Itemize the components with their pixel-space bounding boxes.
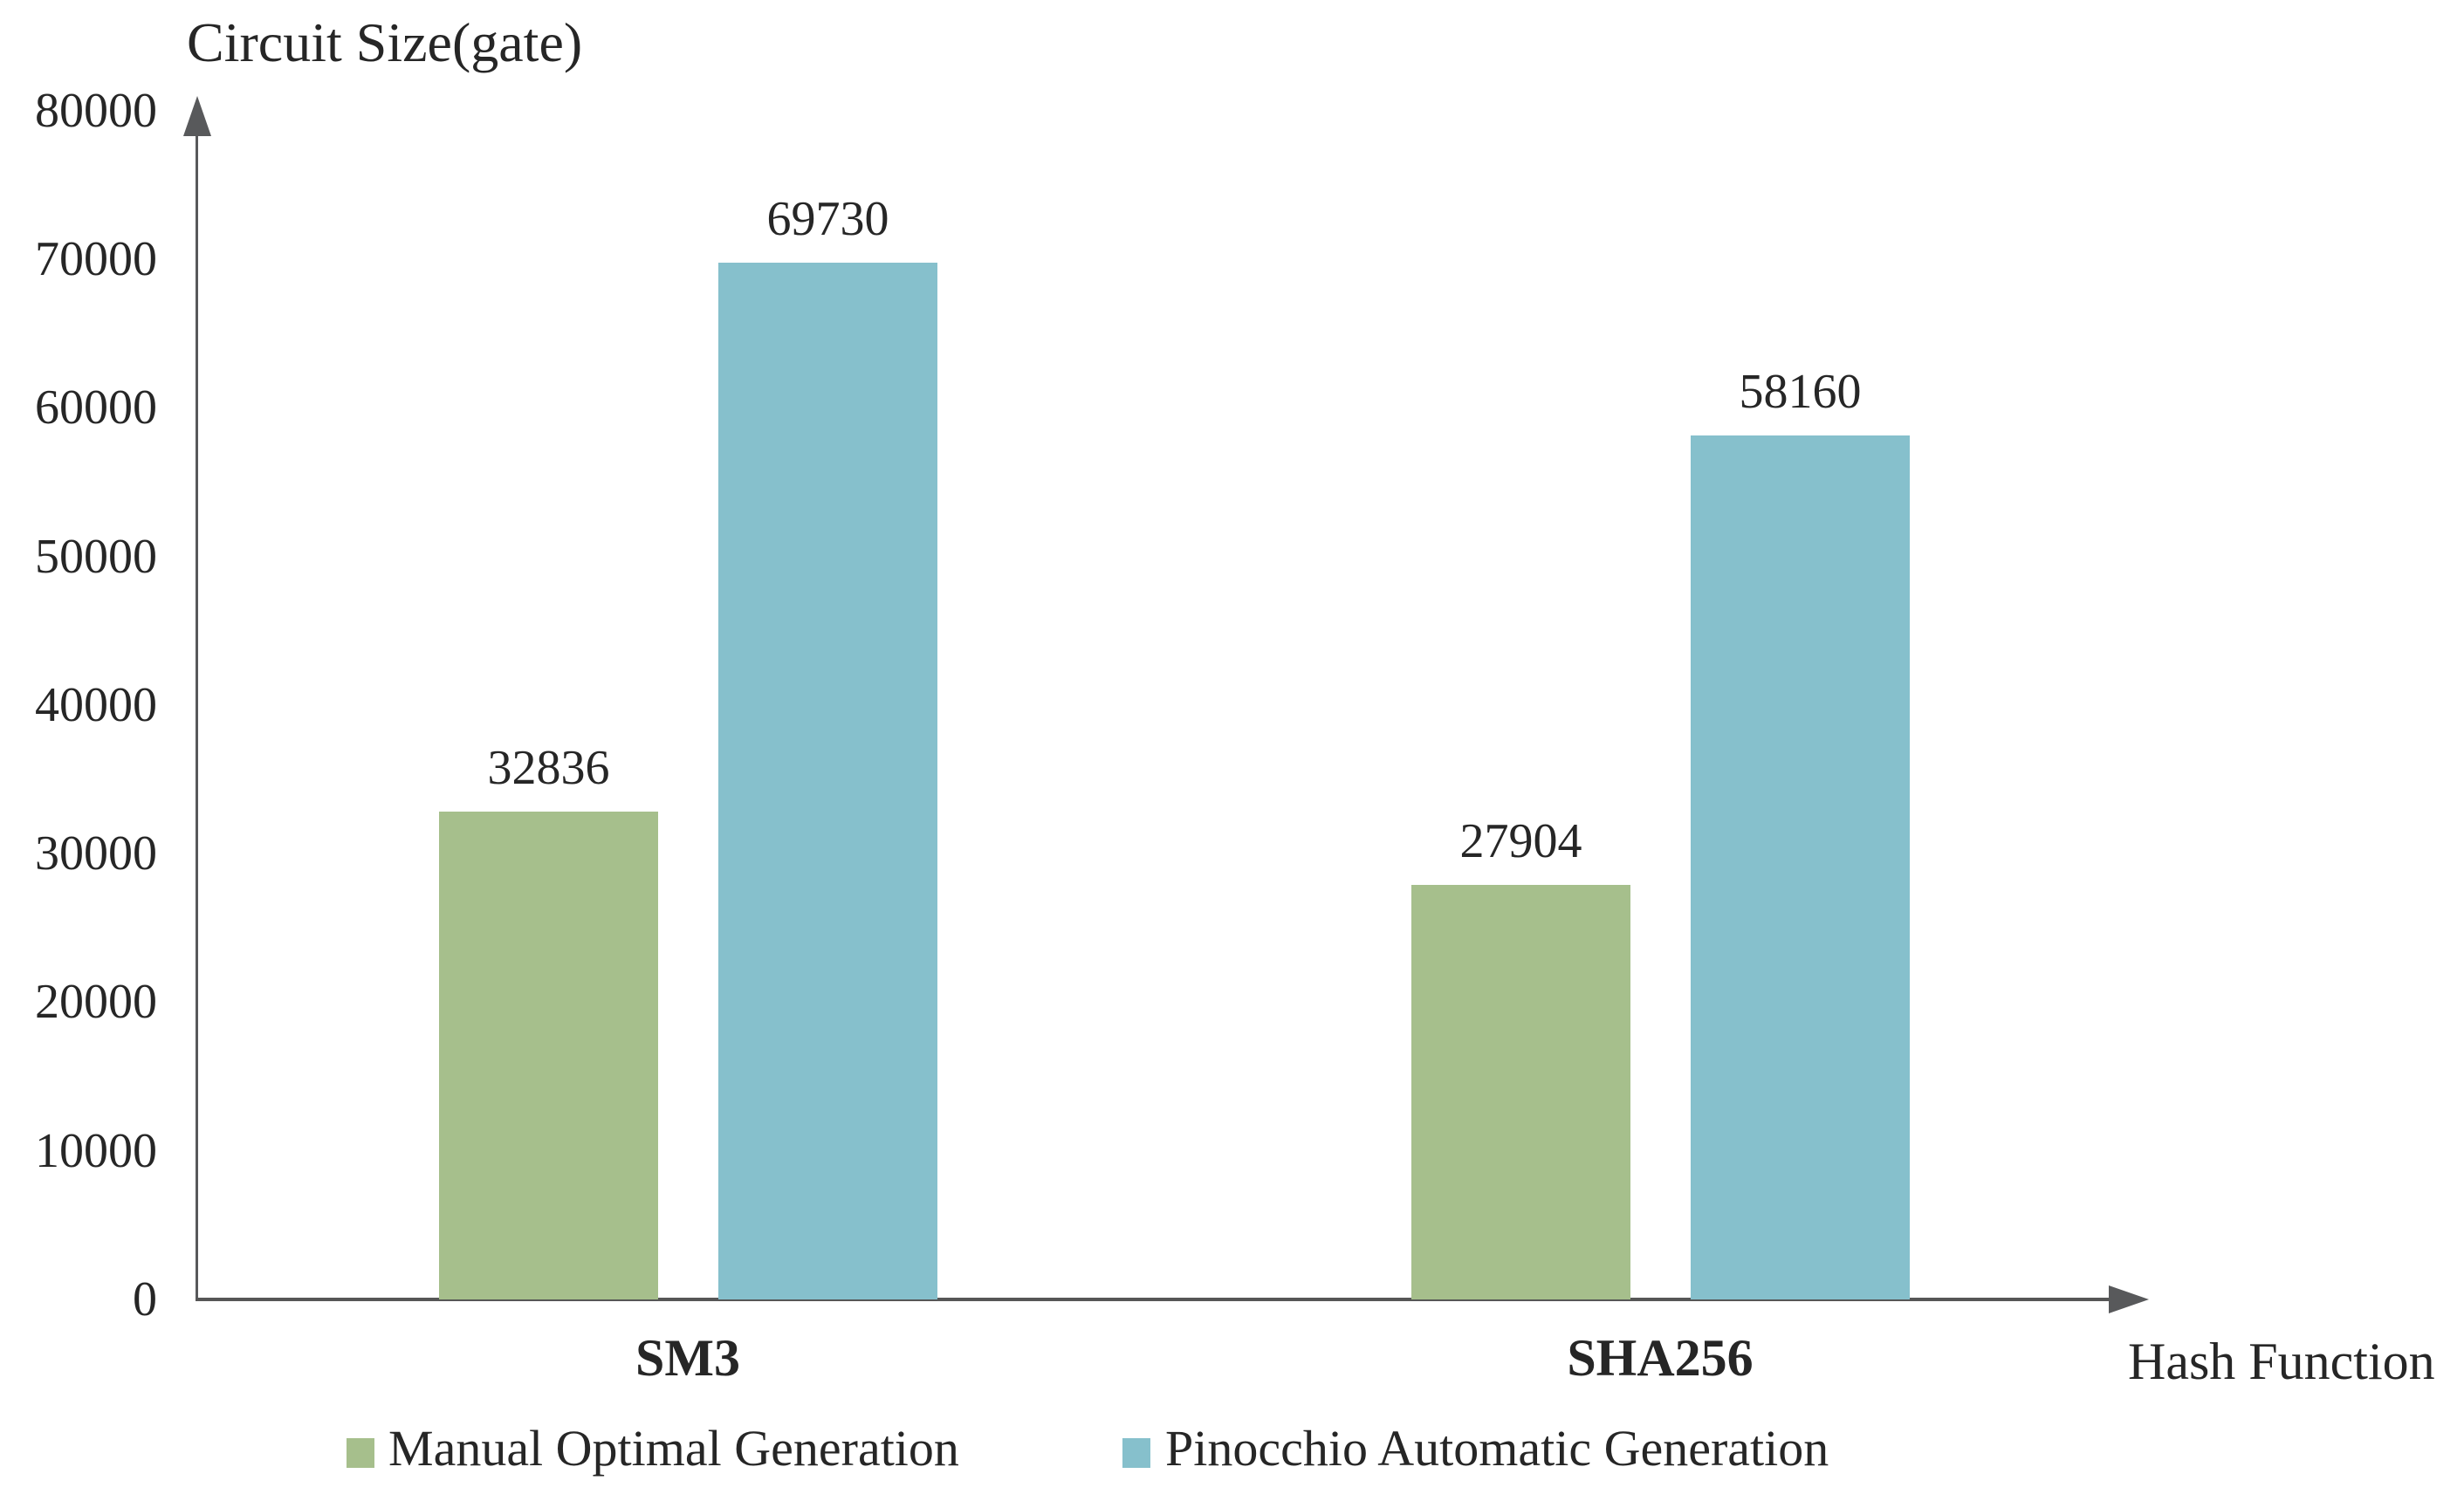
y-tick-label-10000: 10000 [35,1123,157,1178]
value-label-sm3-pinocchio-automatic-generation: 69730 [766,192,889,246]
y-tick-label-20000: 20000 [35,975,157,1030]
chart-title: Circuit Size(gate) [187,11,583,73]
y-tick-label-60000: 60000 [35,380,157,435]
y-tick-label-40000: 40000 [35,677,157,732]
x-axis-line [196,1298,2112,1301]
bar-sm3-manual-optimal-generation [439,812,658,1299]
legend-label-pinocchio-automatic-generation: Pinocchio Automatic Generation [1165,1420,1829,1477]
y-tick-label-50000: 50000 [35,529,157,584]
x-axis-title: Hash Function [2128,1333,2435,1390]
bar-sm3-pinocchio-automatic-generation [718,263,937,1299]
legend-swatch-manual-optimal-generation [347,1438,374,1468]
y-tick-label-0: 0 [133,1272,157,1326]
bar-sha256-pinocchio-automatic-generation [1691,435,1910,1299]
y-tick-label-30000: 30000 [35,826,157,881]
y-tick-label-70000: 70000 [35,231,157,286]
legend-swatch-pinocchio-automatic-generation [1122,1438,1150,1468]
y-axis-line [196,131,198,1299]
value-label-sm3-manual-optimal-generation: 32836 [487,741,610,795]
value-label-sha256-manual-optimal-generation: 27904 [1459,814,1582,868]
x-axis-arrow-icon [2109,1285,2149,1313]
legend-label-manual-optimal-generation: Manual Optimal Generation [388,1420,959,1477]
value-label-sha256-pinocchio-automatic-generation: 58160 [1739,365,1862,419]
category-label-sha256: SHA256 [1567,1329,1754,1387]
y-axis-arrow-icon [183,96,211,136]
bar-sha256-manual-optimal-generation [1411,885,1630,1299]
y-tick-label-80000: 80000 [35,83,157,138]
category-label-sm3: SM3 [635,1329,740,1387]
